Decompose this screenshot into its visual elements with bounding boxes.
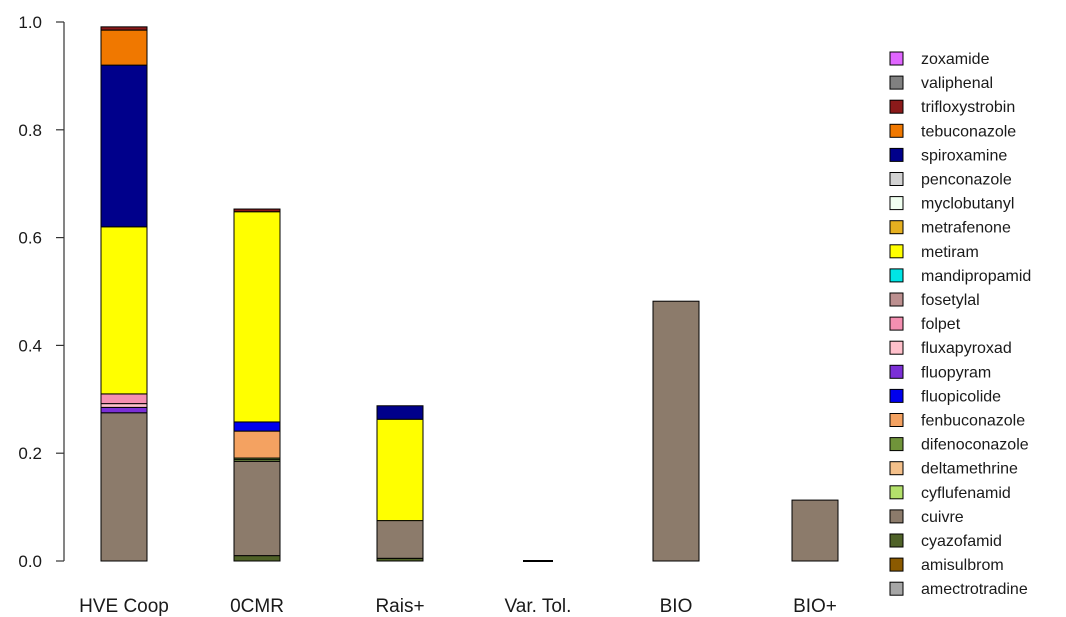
y-axis: 0.0 0.2 0.4 0.6 0.8 1.0 [18, 13, 64, 571]
bar-segment-fluxapyroxad [101, 404, 147, 408]
bar-stack [234, 209, 280, 561]
legend-label: fosetylal [921, 292, 980, 309]
bar-segment-cyazofamid [234, 556, 280, 561]
bar-segment-trifloxystrobin [101, 27, 147, 30]
legend-swatch [890, 534, 903, 547]
bar-segment-cuivre [234, 461, 280, 555]
legend-label: trifloxystrobin [921, 99, 1015, 116]
legend-label: fenbuconazole [921, 413, 1025, 430]
legend-swatch [890, 52, 903, 65]
x-category-label: Var. Tol. [505, 596, 572, 617]
bar-segment-cuivre [377, 521, 423, 559]
legend-label: tebuconazole [921, 123, 1016, 140]
legend-label: metrafenone [921, 220, 1011, 237]
bar-segment-fluopyram [101, 407, 147, 412]
legend-swatch [890, 582, 903, 595]
legend-label: amisulbrom [921, 557, 1004, 574]
bar-segment-folpet [101, 394, 147, 404]
legend-swatch [890, 100, 903, 113]
x-category-label: Rais+ [375, 596, 424, 617]
legend-label: mandipropamid [921, 268, 1031, 285]
bar-stack [377, 406, 423, 561]
y-tick-label: 0.4 [18, 336, 42, 355]
legend-swatch [890, 414, 903, 427]
legend-swatch [890, 510, 903, 523]
y-tick-label: 0.0 [18, 552, 42, 571]
legend-swatch [890, 317, 903, 330]
bar-segment-spiroxamine [377, 406, 423, 419]
legend-label: deltamethrine [921, 461, 1018, 478]
bar-segment-spiroxamine [101, 65, 147, 227]
bar-stack [653, 301, 699, 561]
legend-swatch [890, 173, 903, 186]
legend-label: folpet [921, 316, 961, 333]
legend-swatch [890, 438, 903, 451]
bar-stack [792, 500, 838, 561]
bar-segment-fenbuconazole [234, 431, 280, 458]
legend-swatch [890, 558, 903, 571]
legend-label: difenoconazole [921, 437, 1029, 454]
legend-swatch [890, 124, 903, 137]
y-tick-label: 0.6 [18, 229, 42, 248]
legend-label: zoxamide [921, 51, 990, 68]
legend-label: metiram [921, 244, 979, 261]
bar-segment-cuivre [653, 301, 699, 561]
legend-label: fluxapyroxad [921, 340, 1012, 357]
bar-segment-metiram [234, 212, 280, 422]
bar-segment-fluopicolide [234, 422, 280, 431]
legend-swatch [890, 197, 903, 210]
legend-swatch [890, 293, 903, 306]
bar-segment-metiram [101, 227, 147, 394]
y-tick-label: 1.0 [18, 13, 42, 32]
bars [101, 27, 838, 561]
x-category-label: 0CMR [230, 596, 284, 617]
legend-label: fluopyram [921, 364, 991, 381]
bar-segment-tebuconazole [101, 30, 147, 65]
legend-label: spiroxamine [921, 147, 1007, 164]
legend-swatch [890, 341, 903, 354]
x-category-label: HVE Coop [79, 596, 169, 617]
y-tick-label: 0.8 [18, 121, 42, 140]
legend-label: cuivre [921, 509, 964, 526]
legend-label: valiphenal [921, 75, 993, 92]
x-axis-labels: HVE Coop 0CMR Rais+ Var. Tol. BIO BIO+ [79, 596, 837, 617]
legend-swatch [890, 365, 903, 378]
legend-label: penconazole [921, 172, 1012, 189]
legend-swatch [890, 389, 903, 402]
legend-swatch [890, 269, 903, 282]
bar-stack [101, 27, 147, 561]
legend-swatch [890, 148, 903, 161]
bar-segment-cuivre [792, 500, 838, 561]
bar-segment-metiram [377, 419, 423, 520]
legend-label: fluopicolide [921, 388, 1001, 405]
legend-swatch [890, 486, 903, 499]
legend-label: cyflufenamid [921, 485, 1011, 502]
x-category-label: BIO+ [793, 596, 837, 617]
x-category-label: BIO [660, 596, 693, 617]
legend-swatch [890, 221, 903, 234]
legend-swatch [890, 462, 903, 475]
legend-swatch [890, 245, 903, 258]
bar-segment-cuivre [101, 413, 147, 561]
legend-label: myclobutanyl [921, 196, 1014, 213]
legend: zoxamide valiphenal trifloxystrobin tebucon… [890, 51, 1031, 598]
y-tick-label: 0.2 [18, 444, 42, 463]
legend-label: amectrotradine [921, 581, 1028, 598]
legend-swatch [890, 76, 903, 89]
legend-label: cyazofamid [921, 533, 1002, 550]
bar-segment-trifloxystrobin [234, 209, 280, 212]
